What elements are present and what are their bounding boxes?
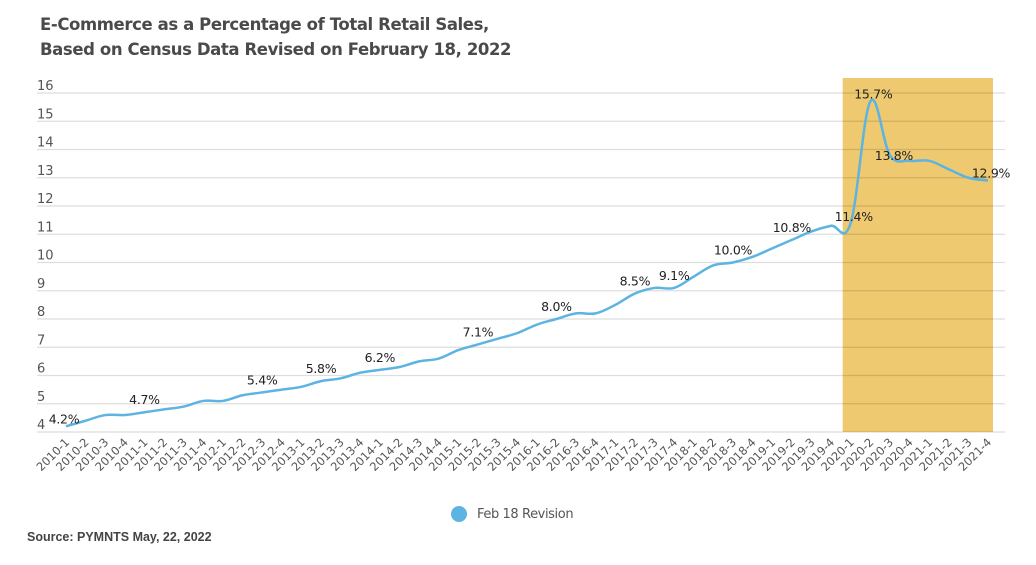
y-tick-label: 6	[37, 362, 45, 377]
y-tick-label: 12	[37, 192, 54, 207]
data-labels: 4.2% 4.7% 5.4% 5.8% 6.2% 7.1% 8.0% 8.5% 9.1% 10.0…	[49, 86, 1011, 426]
y-tick-label: 13	[37, 164, 54, 179]
gridlines	[37, 92, 1005, 433]
y-tick-label: 11	[37, 220, 54, 235]
data-label: 10.0%	[714, 243, 753, 258]
y-tick-label: 14	[37, 136, 54, 151]
y-axis-ticks: 4 5 6 7 8 9 10 11 12 13 14 15 16	[37, 79, 54, 433]
data-label: 6.2%	[365, 350, 396, 365]
data-label: 10.8%	[773, 220, 812, 235]
source-note: Source: PYMNTS May, 22, 2022	[27, 530, 212, 544]
series-line-feb-18-revision	[65, 98, 989, 428]
legend-marker-icon	[451, 506, 467, 522]
data-label: 12.9%	[972, 166, 1011, 181]
y-tick-label: 9	[37, 277, 45, 292]
line-chart: 4 5 6 7 8 9 10 11 12 13 14 15 16 2010-12010-22010-32…	[33, 78, 1011, 474]
y-tick-label: 16	[37, 79, 54, 94]
y-tick-label: 7	[37, 333, 45, 348]
data-label: 4.2%	[49, 411, 80, 426]
title-line-1: E-Commerce as a Percentage of Total Reta…	[40, 15, 489, 34]
data-label: 9.1%	[659, 268, 690, 283]
data-label: 13.8%	[875, 148, 914, 163]
data-label: 5.4%	[247, 372, 278, 387]
data-label: 8.5%	[620, 274, 651, 289]
title-line-2: Based on Census Data Revised on February…	[40, 40, 512, 59]
y-tick-label: 8	[37, 305, 45, 320]
series-line-layer	[65, 98, 989, 428]
data-label: 5.8%	[306, 361, 337, 376]
data-label: 11.4%	[835, 209, 874, 224]
data-label: 4.7%	[129, 392, 160, 407]
data-label: 8.0%	[541, 299, 572, 314]
data-label: 15.7%	[854, 86, 893, 101]
highlight-band-layer	[842, 78, 993, 432]
y-tick-label: 15	[37, 107, 54, 122]
highlight-band	[842, 78, 993, 432]
y-tick-label: 10	[37, 249, 54, 264]
y-tick-label: 5	[37, 390, 45, 405]
legend-label: Feb 18 Revision	[477, 506, 574, 522]
data-label: 7.1%	[463, 324, 494, 339]
y-tick-label: 4	[37, 418, 45, 433]
legend[interactable]: Feb 18 Revision	[451, 506, 574, 522]
x-axis-ticks: 2010-12010-22010-32010-42011-12011-22011…	[33, 435, 994, 474]
chart-title: E-Commerce as a Percentage of Total Reta…	[40, 12, 512, 62]
